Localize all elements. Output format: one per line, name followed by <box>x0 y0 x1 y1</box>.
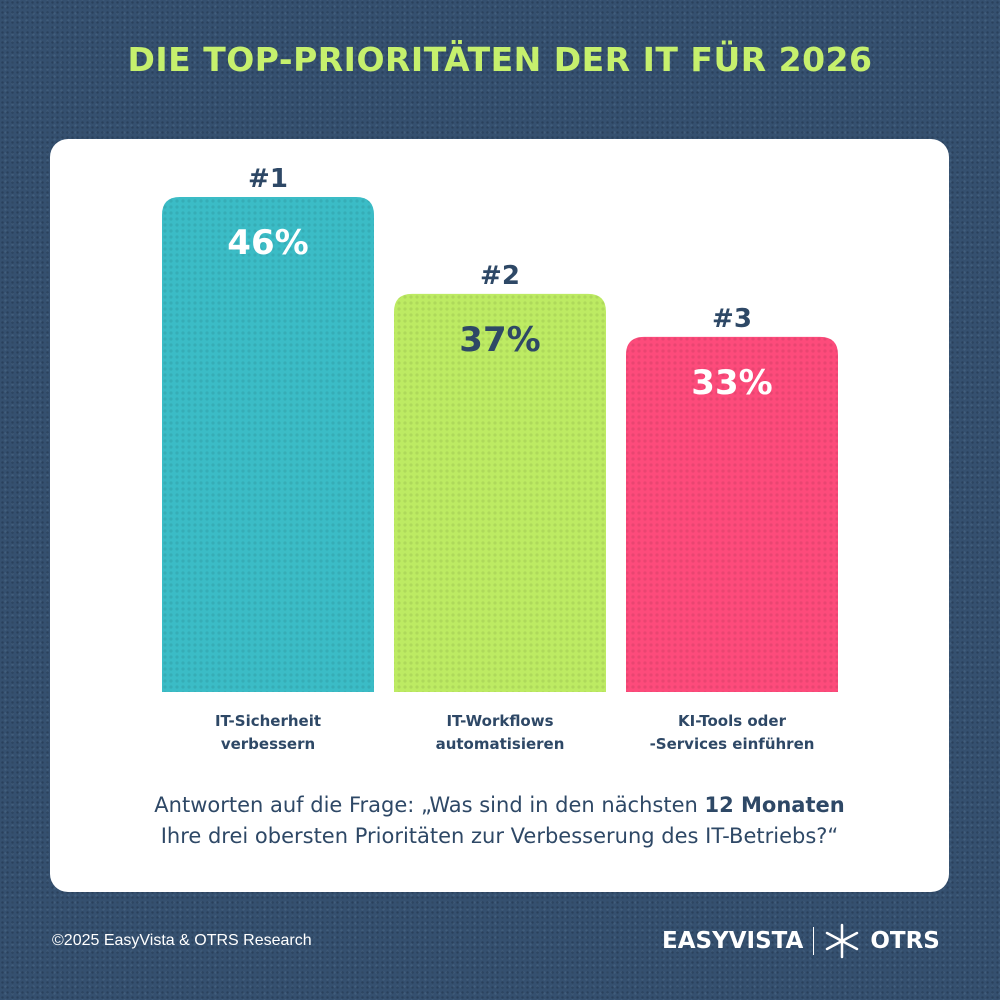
rank-label: #2 <box>480 261 520 291</box>
category-label-line: KI-Tools oder <box>678 712 786 730</box>
category-label-line: verbessern <box>220 735 316 753</box>
copyright: ©2025 EasyVista & OTRS Research <box>52 932 312 949</box>
value-label: 33% <box>691 363 772 403</box>
bar-texture <box>162 197 374 693</box>
question-text: Antworten auf die Frage: „Was sind in de… <box>154 793 705 817</box>
category-label: IT-Workflows automatisieren <box>394 710 606 756</box>
page-title: DIE TOP-PRIORITÄTEN DER IT FÜR 2026 <box>127 40 873 79</box>
value-label: 37% <box>459 320 540 360</box>
otrs-star-icon <box>826 923 859 959</box>
category-label: KI-Tools oder -Services einführen <box>626 710 838 756</box>
brand-logos: EASYVISTA OTRS <box>662 923 940 959</box>
divider <box>813 927 815 955</box>
category-label-line: IT-Sicherheit <box>214 712 322 730</box>
category-label-line: IT-Workflows <box>446 712 554 730</box>
easyvista-logo: EASYVISTA <box>662 928 804 954</box>
question-text-2: Ihre drei obersten Prioritäten zur Verbe… <box>160 824 839 848</box>
category-label: IT-Sicherheit verbessern <box>162 710 374 756</box>
otrs-logo: OTRS <box>870 928 940 954</box>
survey-question: Antworten auf die Frage: „Was sind in de… <box>50 790 949 852</box>
question-bold: 12 Monaten <box>704 793 845 817</box>
rank-label: #1 <box>248 164 288 194</box>
bar-texture <box>394 293 606 692</box>
rank-label: #3 <box>712 304 752 334</box>
category-label-line: automatisieren <box>435 735 565 753</box>
value-label: 46% <box>227 223 308 263</box>
category-label-line: -Services einführen <box>649 735 815 753</box>
bar-texture <box>626 336 838 692</box>
